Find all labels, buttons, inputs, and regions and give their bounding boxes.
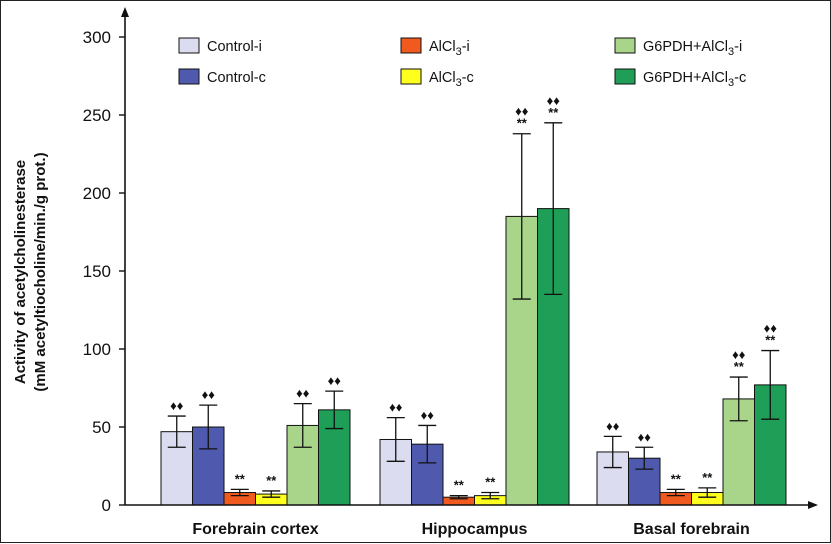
significance-diamonds: ♦♦ bbox=[296, 386, 310, 401]
y-tick-label: 250 bbox=[83, 106, 111, 125]
x-category-label: Basal forebrain bbox=[633, 521, 749, 538]
significance-diamonds: ♦♦ bbox=[732, 347, 746, 362]
legend-label: AlCl3-i bbox=[429, 39, 470, 58]
legend-item: AlCl3-c bbox=[400, 68, 474, 89]
y-tick-label: 0 bbox=[102, 496, 111, 515]
significance-asterisks: ** bbox=[235, 471, 246, 486]
significance-asterisks: ** bbox=[702, 470, 713, 485]
significance-diamonds: ♦♦ bbox=[170, 398, 184, 413]
significance-diamonds: ♦♦ bbox=[764, 321, 778, 336]
significance-asterisks: ** bbox=[765, 333, 776, 348]
significance-diamonds: ♦♦ bbox=[606, 418, 620, 433]
legend-label: Control-c bbox=[207, 70, 266, 86]
y-tick-label: 150 bbox=[83, 262, 111, 281]
x-axis-arrow bbox=[808, 501, 818, 509]
legend-label: G6PDH+AlCl3-i bbox=[643, 39, 742, 58]
significance-diamonds: ♦♦ bbox=[389, 400, 403, 415]
legend-swatch bbox=[614, 37, 636, 54]
y-axis-label-line2: (mM acetyltiocholine/min./g prot.) bbox=[32, 152, 49, 391]
significance-asterisks: ** bbox=[734, 359, 745, 374]
legend-item: AlCl3-i bbox=[400, 37, 470, 58]
legend-label: AlCl3-c bbox=[429, 70, 474, 89]
y-axis-label-line1: Activity of acetylcholinesterase bbox=[12, 160, 29, 384]
legend-label: Control-i bbox=[207, 39, 262, 55]
y-axis-label: Activity of acetylcholinesterase (mM ace… bbox=[12, 152, 49, 391]
significance-asterisks: ** bbox=[517, 116, 528, 131]
legend-swatch bbox=[178, 37, 200, 54]
legend-item: Control-i bbox=[178, 37, 262, 55]
legend-swatch bbox=[178, 68, 200, 85]
significance-asterisks: ** bbox=[671, 471, 682, 486]
legend-swatch bbox=[400, 37, 422, 54]
legend-swatch bbox=[400, 68, 422, 85]
legend-label: G6PDH+AlCl3-c bbox=[643, 70, 746, 89]
y-tick-label: 200 bbox=[83, 184, 111, 203]
legend-swatch bbox=[614, 68, 636, 85]
significance-diamonds: ♦♦ bbox=[515, 104, 529, 119]
y-tick-label: 100 bbox=[83, 340, 111, 359]
significance-asterisks: ** bbox=[485, 475, 496, 490]
legend-item: G6PDH+AlCl3-i bbox=[614, 37, 742, 58]
significance-diamonds: ♦♦ bbox=[421, 407, 435, 422]
y-tick-label: 300 bbox=[83, 28, 111, 47]
y-tick-label: 50 bbox=[92, 418, 111, 437]
significance-diamonds: ♦♦ bbox=[547, 93, 561, 108]
legend-item: G6PDH+AlCl3-c bbox=[614, 68, 746, 89]
y-axis-arrow bbox=[121, 7, 129, 17]
x-category-label: Forebrain cortex bbox=[192, 521, 318, 538]
significance-diamonds: ♦♦ bbox=[638, 429, 652, 444]
x-category-label: Hippocampus bbox=[422, 521, 528, 538]
significance-diamonds: ♦♦ bbox=[328, 373, 342, 388]
significance-asterisks: ** bbox=[266, 473, 277, 488]
significance-asterisks: ** bbox=[454, 478, 465, 493]
significance-asterisks: ** bbox=[548, 105, 559, 120]
significance-diamonds: ♦♦ bbox=[202, 387, 216, 402]
legend-item: Control-c bbox=[178, 68, 266, 86]
